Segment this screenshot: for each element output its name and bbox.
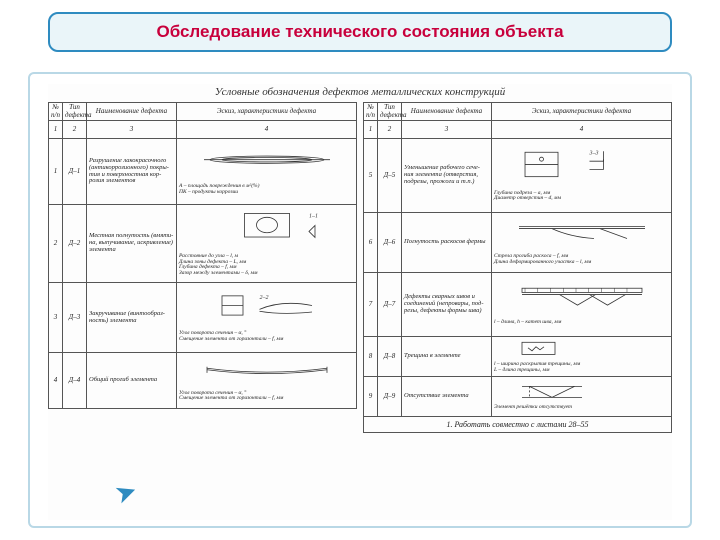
row-sketch: 3–3 Глубина подреза – а, мм Диаметр отве… (492, 139, 672, 213)
row-code: Д–7 (378, 273, 402, 337)
right-column: № п/п Тип дефекта Наименование дефекта Э… (363, 102, 672, 520)
row-name: Общий прогиб элемента (87, 353, 177, 409)
table-row: 9 Д–9 Отсутствие элемента Элемент решётк… (364, 377, 672, 417)
table-row: 3 Д–3 Закручивание (винтообраз-ность) эл… (49, 283, 357, 353)
columns: № п/п Тип дефекта Наименование дефекта Э… (48, 102, 672, 520)
col-name: Наименование дефекта (87, 103, 177, 121)
svg-text:2–2: 2–2 (259, 295, 268, 301)
row-num: 7 (364, 273, 378, 337)
row-sketch: Угол поворота сечения – α, ° Смещение эл… (177, 353, 357, 409)
row-num: 8 (364, 337, 378, 377)
col-code: Тип дефекта (63, 103, 87, 121)
sheet-title: Условные обозначения дефектов металличес… (48, 86, 672, 98)
col-sketch: Эскиз, характеристики дефекта (492, 103, 672, 121)
table-row: 7 Д–7 Дефекты сварных швов и соединений … (364, 273, 672, 337)
table-row: 5 Д–5 Уменьшение рабочего сече-ния элеме… (364, 139, 672, 213)
row-code: Д–5 (378, 139, 402, 213)
row-sketch: Стрела прогиба раскоса – f, мм Длина деф… (492, 213, 672, 273)
sketch-caption: Элемент решётки отсутствует (494, 405, 669, 411)
row-sketch: l – длина, h – катет шва, мм (492, 273, 672, 337)
sketch-caption: Глубина подреза – а, мм Диаметр отверсти… (494, 191, 669, 203)
row-num: 3 (49, 283, 63, 353)
svg-text:3–3: 3–3 (588, 151, 598, 157)
row-code: Д–1 (63, 139, 87, 205)
row-name: Трещина в элементе (402, 337, 492, 377)
row-code: Д–9 (378, 377, 402, 417)
col-num: № п/п (364, 103, 378, 121)
row-num: 4 (49, 353, 63, 409)
table-row: 6 Д–6 Погнутость раскосов фермы Стрела п… (364, 213, 672, 273)
sketch-caption: l – длина, h – катет шва, мм (494, 320, 669, 326)
footnote: 1. Работать совместно с листами 28–55 (363, 417, 672, 433)
row-sketch: 1–1 Расстояние до узла – l, м Длина зоны… (177, 205, 357, 283)
sketch-caption: Угол поворота сечения – α, ° Смещение эл… (179, 391, 354, 403)
sketch-caption: А – площадь повреждения в м²(%) ПК – про… (179, 184, 354, 196)
row-code: Д–3 (63, 283, 87, 353)
table-row: 2 Д–2 Местная погнутость (вмяти-на, выпу… (49, 205, 357, 283)
row-num: 1 (49, 139, 63, 205)
row-name: Закручивание (винтообраз-ность) элемента (87, 283, 177, 353)
row-sketch: Элемент решётки отсутствует (492, 377, 672, 417)
defects-table-right: № п/п Тип дефекта Наименование дефекта Э… (363, 102, 672, 417)
row-name: Дефекты сварных швов и соединений (непро… (402, 273, 492, 337)
col-sketch: Эскиз, характеристики дефекта (177, 103, 357, 121)
row-num: 6 (364, 213, 378, 273)
defects-table-left: № п/п Тип дефекта Наименование дефекта Э… (48, 102, 357, 409)
row-num: 2 (49, 205, 63, 283)
sheet-frame: Условные обозначения дефектов металличес… (28, 72, 692, 528)
sketch-caption: Расстояние до узла – l, м Длина зоны деф… (179, 254, 354, 277)
row-name: Уменьшение рабочего сече-ния элемента (о… (402, 139, 492, 213)
row-name: Погнутость раскосов фермы (402, 213, 492, 273)
row-code: Д–6 (378, 213, 402, 273)
row-code: Д–2 (63, 205, 87, 283)
row-sketch: l – ширина раскрытия трещины, мм L – дли… (492, 337, 672, 377)
sketch-caption: l – ширина раскрытия трещины, мм L – дли… (494, 362, 669, 374)
row-name: Местная погнутость (вмяти-на, выпучивани… (87, 205, 177, 283)
col-name: Наименование дефекта (402, 103, 492, 121)
left-column: № п/п Тип дефекта Наименование дефекта Э… (48, 102, 357, 520)
sheet: Условные обозначения дефектов металличес… (48, 84, 672, 520)
table-row: 1 Д–1 Разрушение лакокрасочного (антикор… (49, 139, 357, 205)
row-num: 9 (364, 377, 378, 417)
row-sketch: А – площадь повреждения в м²(%) ПК – про… (177, 139, 357, 205)
row-name: Разрушение лакокрасочного (антикоррозион… (87, 139, 177, 205)
sketch-caption: Стрела прогиба раскоса – f, мм Длина деф… (494, 254, 669, 266)
row-name: Отсутствие элемента (402, 377, 492, 417)
col-num: № п/п (49, 103, 63, 121)
row-num: 5 (364, 139, 378, 213)
table-row: 4 Д–4 Общий прогиб элемента Угол поворот… (49, 353, 357, 409)
table-row: 8 Д–8 Трещина в элементе l – ширина раск… (364, 337, 672, 377)
row-code: Д–8 (378, 337, 402, 377)
row-sketch: 2–2 Угол поворота сечения – α, ° Смещени… (177, 283, 357, 353)
page-title: Обследование технического состояния объе… (156, 22, 563, 42)
svg-text:1–1: 1–1 (308, 214, 317, 220)
sketch-caption: Угол поворота сечения – α, ° Смещение эл… (179, 331, 354, 343)
page-title-pill: Обследование технического состояния объе… (48, 12, 672, 52)
col-code: Тип дефекта (378, 103, 402, 121)
row-code: Д–4 (63, 353, 87, 409)
